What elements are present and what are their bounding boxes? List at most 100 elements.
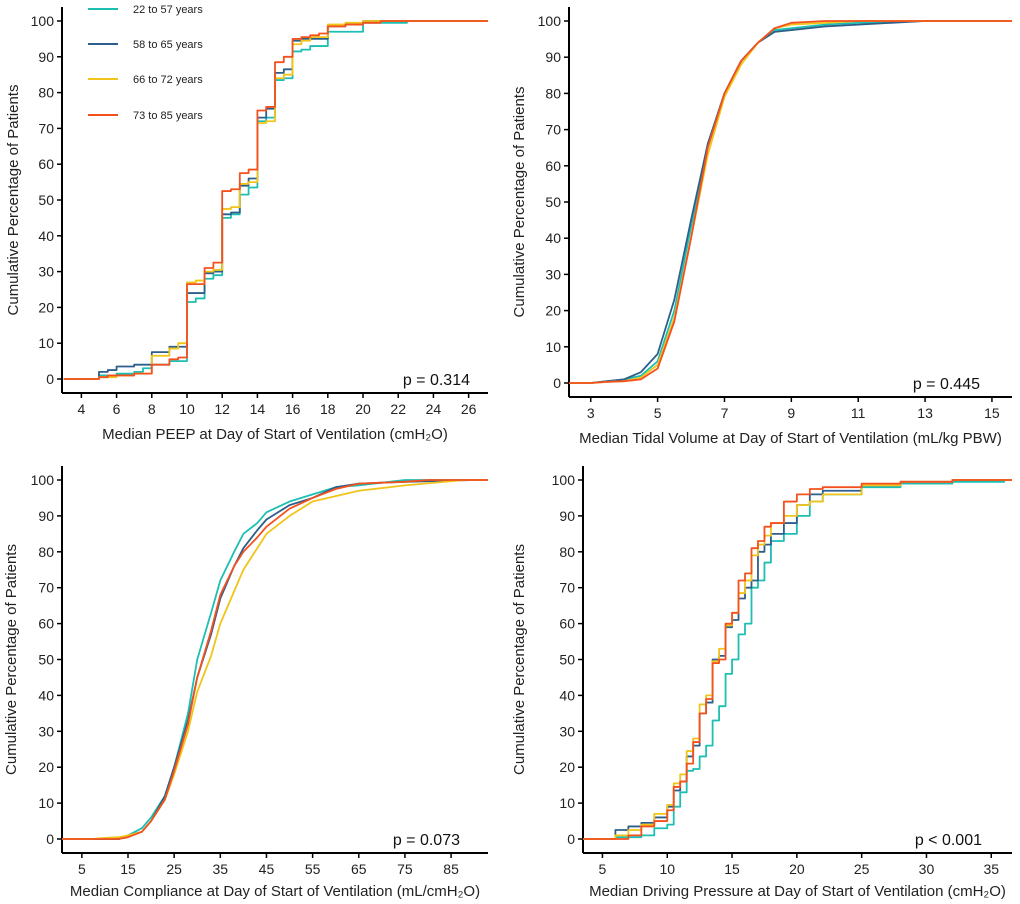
panel-1: 0 10 20 30 40 50 60 70 80 90 100 4 6 8 10 12 14 16 18 20 22 2… xyxy=(5,7,488,443)
x-tick-label: 35 xyxy=(983,861,999,877)
y-tick-label: 10 xyxy=(38,335,54,351)
y-axis-title: Cumulative Percentage of Patients xyxy=(3,544,20,775)
y-tick-label: 60 xyxy=(545,158,561,174)
x-tick-label: 35 xyxy=(213,861,229,877)
legend-label: 58 to 65 years xyxy=(133,39,203,51)
y-tick-label: 80 xyxy=(38,544,54,560)
legend-label: 22 to 57 years xyxy=(133,4,203,16)
x-tick-label: 18 xyxy=(320,401,336,417)
p-value-annotation: p = 0.314 xyxy=(403,372,470,389)
y-tick-label: 0 xyxy=(567,831,575,847)
x-tick-label: 4 xyxy=(77,401,85,417)
y-tick-label: 30 xyxy=(38,723,54,739)
x-tick-label: 24 xyxy=(426,401,442,417)
x-tick-label: 75 xyxy=(397,861,413,877)
y-tick-label: 80 xyxy=(545,85,561,101)
legend-item: 73 to 85 years xyxy=(88,110,203,122)
x-tick-label: 13 xyxy=(917,405,933,421)
x-axis-title: Median Driving Pressure at Day of Start … xyxy=(589,883,1006,900)
panel-4: 0 10 20 30 40 50 60 70 80 90 100 5 10 15 20 25 30 35 Media… xyxy=(511,466,1012,900)
x-tick-label: 85 xyxy=(443,861,459,877)
y-tick-label: 90 xyxy=(38,49,54,65)
x-tick-label: 26 xyxy=(461,401,477,417)
y-tick-label: 50 xyxy=(38,192,54,208)
x-tick-label: 55 xyxy=(305,861,321,877)
series-line-66-to-72-years xyxy=(63,20,488,380)
x-tick-label: 20 xyxy=(789,861,805,877)
x-tick-label: 7 xyxy=(721,405,729,421)
y-tick-label: 60 xyxy=(38,156,54,172)
y-tick-label: 40 xyxy=(38,228,54,244)
y-tick-label: 50 xyxy=(559,652,575,668)
x-tick-label: 3 xyxy=(587,405,595,421)
x-tick-label: 9 xyxy=(787,405,795,421)
x-tick-label: 25 xyxy=(166,861,182,877)
series-line-58-to-65-years xyxy=(62,479,488,840)
x-tick-label: 8 xyxy=(148,401,156,417)
legend-label: 73 to 85 years xyxy=(133,110,203,122)
x-tick-label: 10 xyxy=(179,401,195,417)
y-tick-label: 80 xyxy=(38,85,54,101)
x-tick-label: 11 xyxy=(851,405,866,421)
y-tick-label: 100 xyxy=(538,13,562,29)
y-tick-label: 60 xyxy=(559,616,575,632)
x-tick-label: 12 xyxy=(214,401,230,417)
y-tick-label: 30 xyxy=(559,723,575,739)
y-tick-label: 90 xyxy=(559,508,575,524)
p-value-annotation: p = 0.445 xyxy=(913,376,980,393)
series-line-22-to-57-years xyxy=(63,20,488,380)
legend-item: 22 to 57 years xyxy=(88,4,203,16)
legend: 22 to 57 years 58 to 65 years 66 to 72 yea… xyxy=(88,4,203,122)
x-tick-label: 30 xyxy=(919,861,935,877)
x-tick-label: 45 xyxy=(259,861,275,877)
x-tick-label: 15 xyxy=(724,861,740,877)
x-tick-label: 65 xyxy=(351,861,367,877)
x-tick-label: 20 xyxy=(355,401,371,417)
x-tick-label: 25 xyxy=(854,861,870,877)
panel-3: 0 10 20 30 40 50 60 70 80 90 100 5 15 25 35 45 55 65 75 85 M… xyxy=(3,466,488,900)
y-tick-label: 40 xyxy=(545,230,561,246)
x-tick-label: 5 xyxy=(654,405,662,421)
series-line-22-to-57-years xyxy=(569,20,1012,384)
x-tick-label: 15 xyxy=(120,861,136,877)
y-tick-label: 60 xyxy=(38,616,54,632)
x-tick-label: 10 xyxy=(659,861,675,877)
series-line-73-to-85-years xyxy=(569,20,1012,384)
y-tick-label: 0 xyxy=(46,831,54,847)
y-tick-label: 100 xyxy=(552,472,576,488)
y-tick-label: 40 xyxy=(559,687,575,703)
p-value-annotation: p = 0.073 xyxy=(393,832,460,849)
panel-2: 0 10 20 30 40 50 60 70 80 90 100 3 5 7 9 11 13 15 Median T… xyxy=(511,7,1012,447)
y-tick-label: 70 xyxy=(559,580,575,596)
x-axis-title: Median Tidal Volume at Day of Start of V… xyxy=(579,430,1002,447)
x-tick-label: 5 xyxy=(78,861,86,877)
x-tick-label: 16 xyxy=(285,401,301,417)
y-tick-label: 0 xyxy=(46,371,54,387)
y-tick-label: 20 xyxy=(38,299,54,315)
y-axis-title: Cumulative Percentage of Patients xyxy=(5,85,22,316)
y-tick-label: 0 xyxy=(553,375,561,391)
legend-item: 58 to 65 years xyxy=(88,39,203,51)
y-tick-label: 50 xyxy=(38,652,54,668)
legend-item: 66 to 72 years xyxy=(88,74,203,86)
series-line-58-to-65-years xyxy=(569,20,1012,384)
y-axis-title: Cumulative Percentage of Patients xyxy=(511,87,528,318)
series-line-66-to-72-years xyxy=(569,20,1012,384)
y-tick-label: 40 xyxy=(38,687,54,703)
legend-label: 66 to 72 years xyxy=(133,74,203,86)
y-tick-label: 70 xyxy=(38,580,54,596)
p-value-annotation: p < 0.001 xyxy=(915,832,982,849)
y-tick-label: 20 xyxy=(559,759,575,775)
x-tick-label: 6 xyxy=(113,401,121,417)
y-tick-label: 80 xyxy=(559,544,575,560)
series-line-73-to-85-years xyxy=(63,20,488,380)
series-line-22-to-57-years xyxy=(62,479,488,840)
y-tick-label: 90 xyxy=(545,49,561,65)
x-tick-label: 22 xyxy=(390,401,406,417)
x-axis-title: Median Compliance at Day of Start of Ven… xyxy=(70,883,480,900)
y-tick-label: 10 xyxy=(545,339,561,355)
y-tick-label: 90 xyxy=(38,508,54,524)
y-axis-title: Cumulative Percentage of Patients xyxy=(511,544,528,775)
y-tick-label: 10 xyxy=(559,795,575,811)
